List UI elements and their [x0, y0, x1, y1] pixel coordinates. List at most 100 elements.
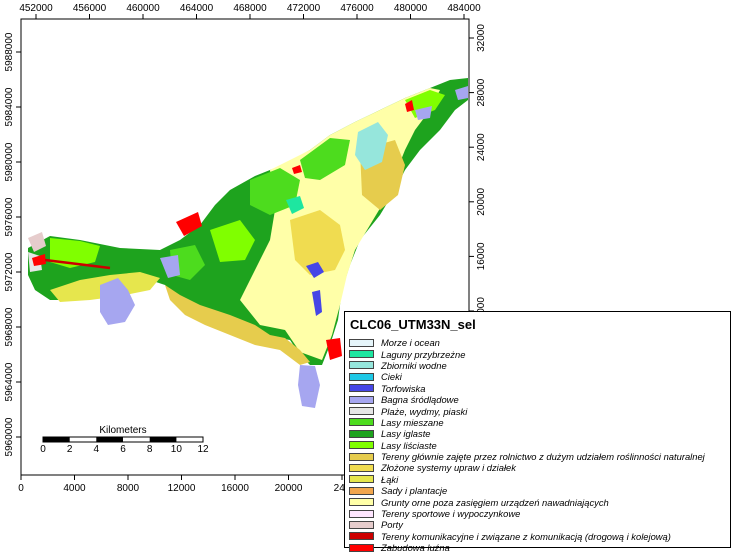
x-bottom-tick-label: 16000	[221, 483, 249, 494]
y-left-tick-label: 5980000	[4, 142, 15, 181]
legend-item: Grunty orne poza zasięgiem urządzeń nawa…	[349, 496, 730, 508]
railway-line	[44, 258, 111, 270]
scale-bar-label: 6	[120, 444, 126, 455]
legend-swatch	[349, 372, 374, 381]
legend-swatch	[349, 509, 374, 518]
legend-item-label: Bagna śródlądowe	[381, 394, 459, 406]
legend: CLC06_UTM33N_sel Morze i ocean Laguny prz…	[344, 311, 731, 553]
legend-item: Lasy iglaste	[349, 428, 730, 439]
urban-red-3	[405, 100, 414, 112]
legend-item-label: Sady i plantacje	[381, 485, 448, 497]
x-top-tick-label: 468000	[233, 3, 267, 14]
legend-item: Lasy liściaste	[349, 440, 730, 451]
x-bottom-tick-label: 4000	[63, 483, 86, 494]
land-mixed-agri	[165, 285, 310, 365]
legend-item: Sady i plantacje	[349, 485, 730, 496]
y-left-tick-label: 5976000	[4, 197, 15, 236]
x-top-tick-label: 472000	[287, 3, 321, 14]
x-top-tick-label: 476000	[340, 3, 374, 14]
lake-cyan	[355, 122, 388, 170]
urban-red-1	[176, 212, 202, 236]
x-bottom-tick-label: 20000	[275, 483, 303, 494]
x-top-tick-label: 456000	[73, 3, 107, 14]
urban-red-5	[292, 165, 302, 174]
y-axis-right: 32000 28000 24000 20000 16000 12000	[469, 24, 487, 325]
port-west	[28, 232, 46, 252]
scale-bar-label: 8	[147, 444, 153, 455]
legend-item-label: Tereny komunikacyjne i związane z komuni…	[381, 530, 671, 542]
legend-item: Tereny komunikacyjne i związane z komuni…	[349, 531, 730, 542]
x-top-tick-label: 464000	[180, 3, 214, 14]
legend-item-label: Cieki	[381, 371, 402, 383]
legend-swatch	[349, 463, 374, 472]
forest-mixed-2	[300, 138, 350, 180]
y-left-tick-label: 5988000	[4, 32, 15, 71]
legend-item: Zbiorniki wodne	[349, 360, 730, 371]
legend-item-label: Lasy mieszane	[381, 416, 444, 428]
x-bottom-tick-label: 8000	[117, 483, 140, 494]
legend-swatch	[349, 350, 374, 359]
forest-light	[50, 238, 100, 268]
scale-bar: Kilometers 0 2 4 6 8 10 12	[40, 425, 209, 455]
legend-item-label: Laguny przybrzeżne	[381, 348, 466, 360]
forest-coast	[405, 90, 445, 118]
legend-item-label: Złożone systemy upraw i działek	[381, 462, 516, 474]
legend-item-label: Zbiorniki wodne	[381, 359, 447, 371]
legend-item-label: Lasy iglaste	[381, 428, 431, 440]
y-left-tick-label: 5968000	[4, 307, 15, 346]
legend-item-label: Morze i ocean	[381, 337, 440, 349]
legend-swatch	[349, 475, 374, 484]
marsh-east	[415, 106, 432, 120]
legend-swatch	[349, 395, 374, 404]
legend-item: Torfowiska	[349, 383, 730, 394]
urban-red-2	[326, 338, 342, 360]
x-axis-top: 452000 456000 460000 464000 468000 472000 4760…	[19, 3, 481, 19]
scale-bar-label: 2	[67, 444, 73, 455]
peat-bog	[306, 262, 324, 278]
y-right-tick-label: 24000	[476, 133, 487, 161]
legend-items: Morze i ocean Laguny przybrzeżne Zbiorniki…	[349, 337, 730, 553]
y-right-tick-label: 20000	[476, 187, 487, 215]
scale-bar-labels: 0 2 4 6 8 10 12	[40, 444, 209, 455]
legend-item: Łąki	[349, 474, 730, 485]
land-cover-map	[28, 78, 468, 408]
legend-item: Laguny przybrzeżne	[349, 348, 730, 360]
y-left-tick-label: 5972000	[4, 252, 15, 291]
urban-red-4	[32, 254, 46, 266]
legend-swatch	[349, 486, 374, 495]
x-top-tick-label: 460000	[126, 3, 160, 14]
x-top-tick-label: 484000	[447, 3, 481, 14]
legend-title: CLC06_UTM33N_sel	[350, 317, 476, 332]
legend-swatch	[349, 543, 374, 552]
legend-item-label: Tereny sportowe i wypoczynkowe	[381, 508, 521, 520]
scale-bar-label: 10	[171, 444, 183, 455]
x-bottom-tick-label: 0	[18, 483, 24, 494]
marsh-west	[100, 278, 135, 325]
legend-item-label: Lasy liściaste	[381, 439, 437, 451]
scale-bar-label: 4	[94, 444, 100, 455]
y-right-tick-label: 12000	[476, 297, 487, 325]
legend-swatch	[349, 532, 374, 541]
x-top-tick-label: 452000	[19, 3, 53, 14]
legend-swatch	[349, 498, 374, 507]
scale-bar-label: 0	[40, 444, 46, 455]
legend-item-label: Łąki	[381, 473, 399, 485]
legend-item: Bagna śródlądowe	[349, 394, 730, 405]
y-left-tick-label: 5960000	[4, 417, 15, 456]
legend-item-label: Porty	[381, 519, 403, 531]
legend-item: Zabudowa luźna	[349, 542, 730, 553]
legend-swatch	[349, 418, 374, 427]
y-axis-left: 5988000 5984000 5980000 5976000 5972000 59680…	[4, 32, 21, 456]
legend-item: Plaże, wydmy, piaski	[349, 405, 730, 417]
legend-item: Cieki	[349, 371, 730, 382]
marsh-west-2	[160, 255, 180, 278]
legend-swatch	[349, 520, 374, 529]
legend-item-label: Plaże, wydmy, piaski	[381, 405, 468, 417]
legend-item: Porty	[349, 519, 730, 530]
legend-item: Złożone systemy upraw i działek	[349, 462, 730, 473]
y-right-tick-label: 32000	[476, 24, 487, 52]
x-top-tick-label: 480000	[394, 3, 428, 14]
legend-swatch	[349, 407, 374, 416]
land-patch-yellow	[290, 210, 345, 275]
